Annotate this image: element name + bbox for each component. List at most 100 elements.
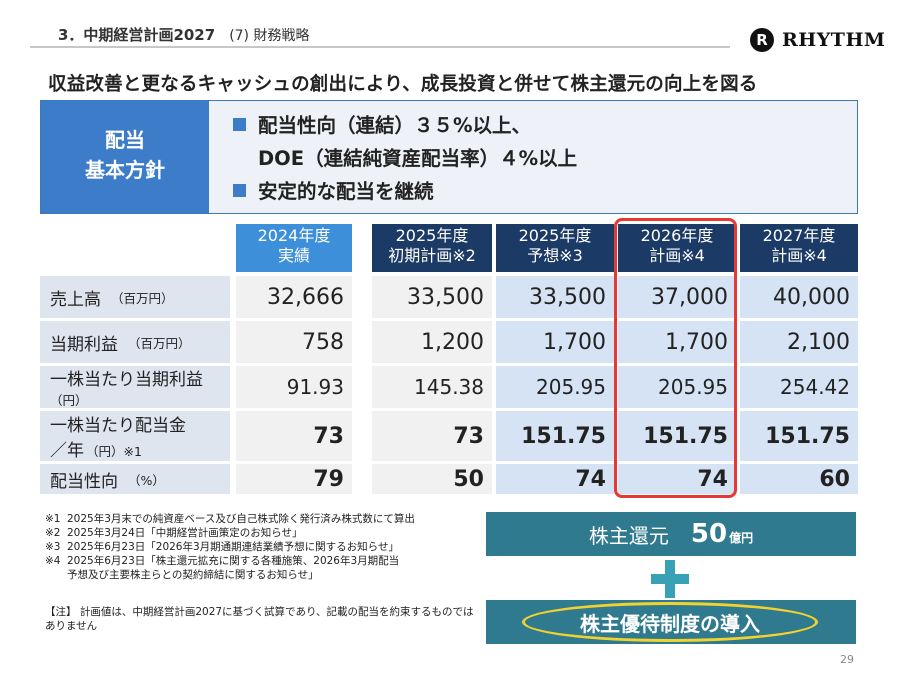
row-label-text: 当期利益 bbox=[50, 334, 118, 355]
footnote-text: 2025年6月23日「株主還元拡充に関する各種施策、2026年3月期配当 bbox=[67, 555, 400, 567]
column-header-year: 2024年度 bbox=[257, 226, 331, 245]
table-cell: 40,000 bbox=[740, 276, 858, 318]
disclaimer-note: 【注】 計画値は、中期経営計画2027に基づく試算であり、記載の配当を約束するも… bbox=[45, 606, 474, 632]
row-label-net-profit: 当期利益 （百万円） bbox=[40, 321, 230, 363]
row-unit: （%） bbox=[128, 472, 165, 488]
table-cell: 32,666 bbox=[236, 276, 352, 318]
footnote-text: 2025年3月24日「中期経営計画策定のお知らせ」 bbox=[67, 527, 303, 539]
table-cell: 33,500 bbox=[496, 276, 614, 318]
footnote-key: ※4 bbox=[45, 555, 61, 567]
policy-text-3: 安定的な配当を継続 bbox=[258, 180, 434, 203]
section-number-title: 3．中期経営計画2027 bbox=[58, 26, 216, 44]
column-header-type: 予想※3 bbox=[527, 246, 583, 265]
table-cell: 151.75 bbox=[740, 411, 858, 461]
footnote: ※1 2025年3月末での純資産ベース及び自己株式除く発行済み株式数にて算出 bbox=[45, 512, 415, 526]
table-cell: 91.93 bbox=[236, 366, 352, 408]
table-cell: 33,500 bbox=[372, 276, 492, 318]
column-header-year: 2025年度 bbox=[518, 226, 592, 245]
column-header-year: 2026年度 bbox=[640, 226, 714, 245]
dividend-policy-box: 配当 基本方針 配当性向（連結）３５%以上、 DOE（連結純資産配当率）４%以上… bbox=[40, 100, 858, 214]
footnote: ※3 2025年6月23日「2026年3月期通期連結業績予想に関するお知らせ」 bbox=[45, 540, 415, 554]
row-label-revenue: 売上高 （百万円） bbox=[40, 276, 230, 318]
shareholder-return-amount: 50 bbox=[690, 519, 728, 549]
column-header-2027-plan: 2027年度 計画※4 bbox=[740, 224, 858, 272]
table-cell: 74 bbox=[618, 464, 736, 494]
footnote-key: ※2 bbox=[45, 527, 61, 539]
row-label-dps: 一株当たり配当金 ／年 （円）※1 bbox=[40, 411, 230, 461]
column-header-type: 実績 bbox=[277, 246, 310, 265]
page-headline: 収益改善と更なるキャッシュの創出により、成長投資と併せて株主還元の向上を図る bbox=[48, 74, 758, 95]
column-header-2025-initial: 2025年度 初期計画※2 bbox=[372, 224, 492, 272]
footnote: ※2 2025年3月24日「中期経営計画策定のお知らせ」 bbox=[45, 526, 415, 540]
policy-label-line2: 基本方針 bbox=[85, 158, 165, 182]
table-cell: 1,700 bbox=[496, 321, 614, 363]
column-header-2025-forecast: 2025年度 予想※3 bbox=[496, 224, 614, 272]
company-logo: R RHYTHM bbox=[750, 26, 885, 54]
footnote-key: ※1 bbox=[45, 513, 61, 525]
table-cell: 1,200 bbox=[372, 321, 492, 363]
table-cell: 151.75 bbox=[496, 411, 614, 461]
policy-text-1: 配当性向（連結）３５%以上、 bbox=[258, 114, 532, 137]
table-cell: 254.42 bbox=[740, 366, 858, 408]
row-label-line2: ／年 （円）※1 bbox=[50, 436, 142, 461]
table-cell: 205.95 bbox=[496, 366, 614, 408]
policy-lines: 配当性向（連結）３５%以上、 DOE（連結純資産配当率）４%以上 安定的な配当を… bbox=[233, 109, 577, 208]
column-header-year: 2027年度 bbox=[762, 226, 836, 245]
table-cell: 73 bbox=[236, 411, 352, 461]
footnote-key: ※3 bbox=[45, 541, 61, 553]
column-header-2024: 2024年度 実績 bbox=[236, 224, 352, 272]
table-cell: 205.95 bbox=[618, 366, 736, 408]
table-cell: 145.38 bbox=[372, 366, 492, 408]
row-label-payout: 配当性向 （%） bbox=[40, 464, 230, 494]
header-rule bbox=[30, 46, 730, 48]
row-label-text: 一株当たり当期利益 bbox=[50, 370, 203, 390]
column-header-2026-plan: 2026年度 計画※4 bbox=[618, 224, 736, 272]
highlight-2026-column bbox=[614, 218, 737, 498]
shareholder-return-label: 株主還元 bbox=[588, 523, 669, 548]
table-cell: 151.75 bbox=[618, 411, 736, 461]
row-label-text-2: ／年 bbox=[50, 441, 84, 461]
table-cell: 50 bbox=[372, 464, 492, 494]
row-unit: （百万円） bbox=[111, 290, 174, 306]
row-unit: （百万円） bbox=[128, 335, 191, 351]
table-cell: 758 bbox=[236, 321, 352, 363]
footnote-text: 2025年3月末での純資産ベース及び自己株式除く発行済み株式数にて算出 bbox=[67, 513, 415, 525]
column-header-type: 計画※4 bbox=[771, 246, 827, 265]
policy-line-3: 安定的な配当を継続 bbox=[233, 175, 577, 208]
footnote: 予想及び主要株主らとの契約締結に関するお知らせ」 bbox=[45, 568, 415, 582]
table-cell: 73 bbox=[372, 411, 492, 461]
table-cell: 2,100 bbox=[740, 321, 858, 363]
table-cell: 79 bbox=[236, 464, 352, 494]
column-header-type: 初期計画※2 bbox=[388, 246, 476, 265]
footnote: ※4 2025年6月23日「株主還元拡充に関する各種施策、2026年3月期配当 bbox=[45, 554, 415, 568]
row-label-text: 売上高 bbox=[50, 289, 101, 310]
footnote-key bbox=[45, 568, 67, 582]
square-bullet-icon bbox=[233, 118, 246, 131]
footnote-text: 予想及び主要株主らとの契約締結に関するお知らせ」 bbox=[67, 569, 319, 581]
row-unit: （円）※1 bbox=[86, 444, 142, 459]
row-unit: （円） bbox=[50, 393, 88, 408]
section-title: 3．中期経営計画2027 (7) 財務戦略 bbox=[58, 24, 309, 45]
square-bullet-icon bbox=[233, 184, 246, 197]
policy-label: 配当 基本方針 bbox=[41, 101, 209, 213]
row-label-eps: 一株当たり当期利益 （円） bbox=[40, 366, 230, 408]
shareholder-return-unit: 億円 bbox=[729, 531, 754, 545]
plus-icon-vertical bbox=[665, 560, 675, 598]
footnotes: ※1 2025年3月末での純資産ベース及び自己株式除く発行済み株式数にて算出 ※2… bbox=[45, 512, 415, 582]
page-number: 29 bbox=[840, 653, 854, 666]
table-cell: 1,700 bbox=[618, 321, 736, 363]
policy-line-2: DOE（連結純資産配当率）４%以上 bbox=[258, 147, 578, 170]
policy-line-1: 配当性向（連結）３５%以上、 bbox=[233, 109, 577, 142]
logo-wordmark: RHYTHM bbox=[782, 29, 886, 51]
plus-icon bbox=[651, 560, 689, 598]
shareholder-return-box: 株主還元 50 億円 bbox=[486, 512, 856, 556]
row-label-text: 一株当たり配当金 bbox=[50, 416, 186, 436]
logo-mark-icon: R bbox=[750, 28, 774, 52]
table-cell: 74 bbox=[496, 464, 614, 494]
section-header: 3．中期経営計画2027 (7) 財務戦略 bbox=[30, 18, 730, 48]
column-header-year: 2025年度 bbox=[395, 226, 469, 245]
subsection-title: (7) 財務戦略 bbox=[229, 28, 310, 44]
row-label-text: 配当性向 bbox=[50, 471, 118, 492]
footnote-text: 2025年6月23日「2026年3月期通期連結業績予想に関するお知らせ」 bbox=[67, 541, 399, 553]
column-header-type: 計画※4 bbox=[649, 246, 705, 265]
